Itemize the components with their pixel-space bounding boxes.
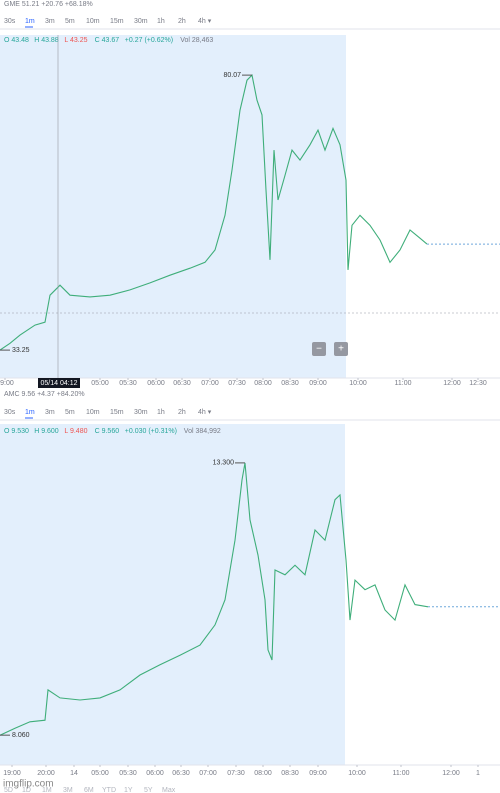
symbol-header: GME 51.21 +20.76 +68.18% bbox=[4, 1, 93, 8]
timeframe-button[interactable]: 30s bbox=[4, 409, 16, 416]
zoom-button[interactable] bbox=[334, 342, 348, 356]
timeframe-button[interactable]: 3m bbox=[45, 18, 55, 25]
timeframe-button[interactable]: 30m bbox=[134, 409, 148, 416]
x-tick-label: 11:00 bbox=[393, 770, 410, 777]
timeframe-button[interactable]: 1m bbox=[25, 409, 35, 416]
timeframe-button[interactable]: 5m bbox=[65, 409, 75, 416]
ohlc-value: L 9.480 bbox=[64, 428, 87, 435]
x-tick-label: 07:30 bbox=[227, 770, 245, 777]
price-line bbox=[0, 462, 429, 736]
period-button[interactable]: 5D bbox=[4, 787, 13, 793]
x-tick-label: 06:30 bbox=[173, 380, 191, 387]
period-button[interactable]: 1D bbox=[22, 787, 31, 793]
ohlc-value: Vol 384,992 bbox=[184, 428, 221, 435]
ohlc-value: O 9.530 bbox=[4, 428, 29, 435]
timeframe-button[interactable]: 3m bbox=[45, 409, 55, 416]
timeframe-button[interactable]: 30m bbox=[134, 18, 148, 25]
x-tick-label: 20:00 bbox=[37, 770, 55, 777]
ohlc-value: +0.030 (+0.31%) bbox=[125, 428, 177, 435]
period-button[interactable]: 6M bbox=[84, 787, 94, 793]
session-shade bbox=[0, 424, 345, 765]
x-tick-label: 05:30 bbox=[119, 770, 137, 777]
x-tick-label: 19:00 bbox=[3, 770, 21, 777]
x-tick-label: 07:00 bbox=[201, 380, 219, 387]
date-box bbox=[38, 378, 80, 388]
zoom-button-label[interactable]: + bbox=[338, 344, 344, 355]
watermark: imgflip.com bbox=[3, 779, 54, 790]
crosshair-date: 05/14 04:12 bbox=[41, 380, 78, 387]
x-tick-label: 07:00 bbox=[199, 770, 217, 777]
x-tick-label: 08:00 bbox=[254, 770, 272, 777]
timeframe-button[interactable]: 1h bbox=[157, 409, 165, 416]
timeframe-button[interactable]: 4h ▾ bbox=[198, 18, 212, 25]
high-label: 80.07 bbox=[223, 72, 241, 79]
x-tick-label: 09:00 bbox=[309, 770, 327, 777]
x-tick-label: 12:00 bbox=[442, 770, 460, 777]
timeframe-button[interactable]: 1m bbox=[25, 18, 35, 25]
ohlc-value: H 9.600 bbox=[34, 428, 59, 435]
x-tick-label: 06:00 bbox=[146, 770, 164, 777]
x-tick-label: 07:30 bbox=[228, 380, 246, 387]
timeframe-button[interactable]: 30s bbox=[4, 18, 16, 25]
timeframe-button[interactable]: 15m bbox=[110, 18, 124, 25]
period-button[interactable]: 5Y bbox=[144, 787, 153, 793]
x-tick-label: 10:00 bbox=[349, 380, 367, 387]
x-tick-label: 09:00 bbox=[0, 380, 14, 387]
x-tick-label: 09:00 bbox=[309, 380, 327, 387]
timeframe-button[interactable]: 2h bbox=[178, 409, 186, 416]
x-tick-label: 12:30 bbox=[469, 380, 487, 387]
session-shade bbox=[0, 35, 346, 378]
x-tick-label: 12:00 bbox=[443, 380, 461, 387]
ohlc-value: L 43.25 bbox=[64, 37, 87, 44]
x-tick-label: 11:00 bbox=[395, 380, 412, 387]
x-tick-label: 08:30 bbox=[281, 770, 299, 777]
timeframe-button[interactable]: 2h bbox=[178, 18, 186, 25]
ohlc-value: O 43.48 bbox=[4, 37, 29, 44]
timeframe-button[interactable]: 10m bbox=[86, 18, 100, 25]
low-label: 33.25 bbox=[12, 347, 30, 354]
x-tick-label: 08:30 bbox=[281, 380, 299, 387]
ohlc-value: H 43.88 bbox=[34, 37, 59, 44]
timeframe-button[interactable]: 5m bbox=[65, 18, 75, 25]
timeframe-button[interactable]: 15m bbox=[110, 409, 124, 416]
timeframe-button[interactable]: 4h ▾ bbox=[198, 409, 212, 416]
price-line bbox=[0, 73, 428, 351]
low-label: 8.060 bbox=[12, 732, 30, 739]
symbol-header: AMC 9.56 +4.37 +84.20% bbox=[4, 391, 85, 398]
x-tick-label: 05:00 bbox=[91, 380, 109, 387]
zoom-button[interactable] bbox=[312, 342, 326, 356]
period-button[interactable]: 3M bbox=[63, 787, 73, 793]
ohlc-value: Vol 28,463 bbox=[180, 37, 213, 44]
ohlc-value: +0.27 (+0.62%) bbox=[125, 37, 173, 44]
zoom-button-label[interactable]: − bbox=[316, 344, 322, 355]
x-tick-label: 06:00 bbox=[147, 380, 165, 387]
timeframe-button[interactable]: 10m bbox=[86, 409, 100, 416]
period-button[interactable]: Max bbox=[162, 787, 176, 793]
x-tick-label: 05:00 bbox=[91, 770, 109, 777]
period-button[interactable]: 1Y bbox=[124, 787, 133, 793]
x-tick-label: 06:30 bbox=[172, 770, 190, 777]
x-tick-label: 05:30 bbox=[119, 380, 137, 387]
timeframe-button[interactable]: 1h bbox=[157, 18, 165, 25]
ohlc-value: C 9.560 bbox=[95, 428, 120, 435]
period-button[interactable]: YTD bbox=[102, 787, 116, 793]
high-label: 13.300 bbox=[213, 460, 235, 467]
x-tick-label: 14 bbox=[70, 770, 78, 777]
x-tick-label: 08:00 bbox=[254, 380, 272, 387]
ohlc-value: C 43.67 bbox=[95, 37, 120, 44]
x-tick-label: 10:00 bbox=[348, 770, 366, 777]
x-tick-label: 1 bbox=[476, 770, 480, 777]
period-button[interactable]: 1M bbox=[42, 787, 52, 793]
